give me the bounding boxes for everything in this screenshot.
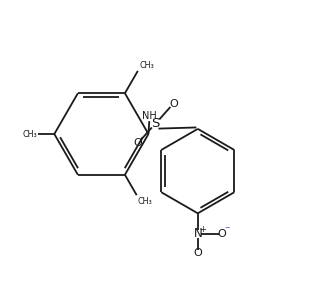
Text: O: O (193, 248, 202, 258)
Text: N: N (193, 227, 202, 240)
Text: O: O (133, 138, 142, 148)
Text: NH: NH (142, 111, 157, 121)
Text: ⁻: ⁻ (224, 225, 229, 235)
Text: CH₃: CH₃ (138, 197, 152, 206)
Text: CH₃: CH₃ (22, 130, 37, 139)
Text: +: + (199, 225, 206, 234)
Text: O: O (218, 229, 226, 239)
Text: S: S (151, 117, 160, 130)
Text: O: O (169, 99, 178, 109)
Text: CH₃: CH₃ (139, 61, 154, 70)
